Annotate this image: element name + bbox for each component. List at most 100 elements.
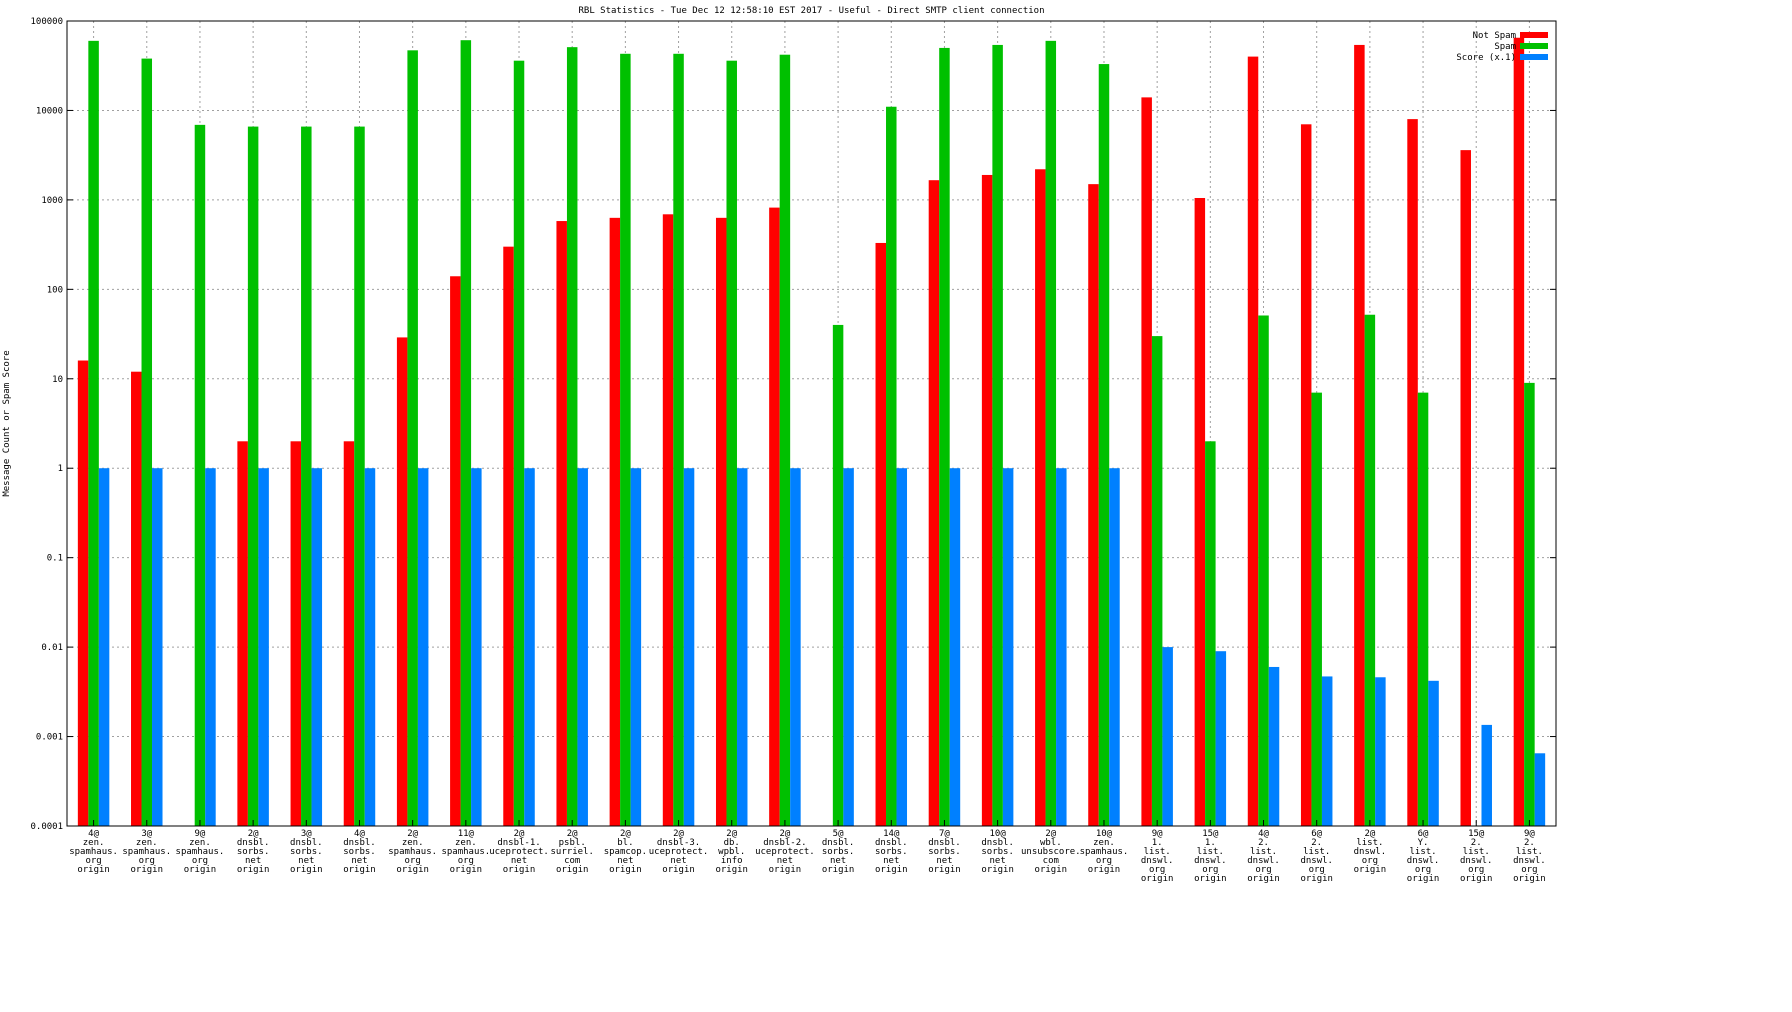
x-tick-label: 2@ zen. spamhaus. org origin	[388, 829, 437, 875]
bar-score-x-1-	[1321, 676, 1333, 826]
y-tick-label: 1000	[41, 196, 63, 206]
bar-spam	[566, 47, 578, 826]
bar-spam	[726, 60, 737, 826]
bar-score-x-1-	[471, 468, 482, 826]
bar-not-spam	[131, 371, 142, 826]
bar-spam	[1151, 336, 1163, 826]
bar-not-spam	[928, 180, 940, 827]
legend-label: Spam	[1494, 42, 1516, 52]
bar-not-spam	[1247, 56, 1259, 827]
bar-spam	[1045, 40, 1057, 826]
bar-spam	[88, 40, 99, 826]
y-axis-label: Message Count or Spam Score	[2, 350, 12, 496]
x-tick-label: 4@ zen. spamhaus. org origin	[69, 829, 118, 875]
bar-spam	[141, 58, 153, 827]
bar-not-spam	[343, 441, 355, 826]
bar-not-spam	[875, 242, 887, 826]
bar-score-x-1-	[205, 468, 216, 826]
y-tick-label: 0.001	[36, 733, 63, 743]
bar-score-x-1-	[949, 468, 961, 826]
bar-spam	[886, 106, 897, 827]
x-tick-label: 9@ zen. spamhaus. org origin	[176, 829, 225, 875]
y-tick-label: 0.1	[47, 554, 63, 564]
bar-not-spam	[1354, 44, 1365, 826]
bar-spam	[1098, 64, 1110, 826]
x-tick-label: 11@ zen. spamhaus. org origin	[441, 829, 490, 875]
bar-score-x-1-	[1534, 753, 1546, 826]
x-tick-label: 2@ dnsbl-1. uceprotect. net origin	[489, 829, 549, 875]
legend-label: Score (x.1)	[1456, 53, 1516, 63]
bar-score-x-1-	[683, 468, 695, 826]
bar-not-spam	[715, 217, 727, 826]
bar-score-x-1-	[1428, 680, 1439, 826]
bar-spam	[992, 44, 1003, 826]
x-tick-label: 2@ bl. spamcop. net origin	[604, 829, 647, 875]
bar-spam	[460, 40, 472, 827]
x-tick-label: 4@ 2. list. dnswl. org origin	[1247, 829, 1280, 884]
bar-score-x-1-	[364, 468, 376, 826]
legend-swatch	[1520, 54, 1548, 60]
x-tick-label: 15@ 2. list. dnswl. org origin	[1460, 829, 1493, 884]
grid-layer	[67, 21, 1556, 826]
bar-score-x-1-	[790, 468, 801, 826]
bar-spam	[1364, 314, 1376, 826]
y-tick-label: 10000	[36, 106, 63, 116]
bar-score-x-1-	[524, 468, 535, 826]
bar-spam	[301, 126, 312, 827]
bar-spam	[673, 53, 684, 827]
bar-not-spam	[556, 221, 567, 826]
y-tick-label: 100	[47, 285, 63, 295]
bar-not-spam	[503, 246, 514, 827]
x-tick-label: 3@ zen. spamhaus. org origin	[122, 829, 171, 875]
bar-score-x-1-	[98, 468, 110, 826]
bar-spam	[1205, 441, 1216, 826]
bar-not-spam	[1035, 169, 1046, 826]
bar-score-x-1-	[843, 468, 854, 826]
y-tick-label: 100000	[30, 17, 63, 27]
bar-not-spam	[77, 360, 89, 826]
bar-not-spam	[1407, 119, 1418, 827]
bar-not-spam	[396, 337, 408, 826]
bar-score-x-1-	[152, 468, 163, 826]
y-tick-label: 0.0001	[30, 822, 63, 832]
x-tick-label: 7@ dnsbl. sorbs. net origin	[928, 829, 961, 875]
bar-score-x-1-	[1109, 468, 1120, 826]
bar-not-spam	[1300, 124, 1312, 826]
bar-spam	[620, 53, 631, 827]
x-tick-label: 2@ dnsbl-2. uceprotect. net origin	[755, 829, 815, 875]
x-tick-label: 9@ 1. list. dnswl. org origin	[1141, 829, 1174, 884]
x-tick-label: 2@ list. dnswl. org origin	[1354, 829, 1387, 875]
x-tick-label: 2@ dnsbl-3. uceprotect. net origin	[649, 829, 709, 875]
chart-title: RBL Statistics - Tue Dec 12 12:58:10 EST…	[579, 6, 1045, 16]
x-tick-label: 10@ zen. spamhaus. org origin	[1080, 829, 1129, 875]
bar-score-x-1-	[577, 468, 588, 826]
bar-spam	[832, 324, 844, 826]
bar-spam	[779, 54, 791, 827]
x-tick-label: 9@ 2. list. dnswl. org origin	[1513, 829, 1546, 884]
x-tick-label: 2@ dnsbl. sorbs. net origin	[237, 829, 270, 875]
bar-score-x-1-	[736, 468, 748, 826]
x-tick-label: 2@ wbl. unsubscore. com origin	[1021, 829, 1081, 875]
bar-not-spam	[981, 174, 993, 826]
bar-spam	[513, 60, 525, 826]
y-tick-label: 1	[58, 464, 63, 474]
legend-swatch	[1520, 43, 1548, 49]
bar-spam	[354, 126, 365, 827]
bar-score-x-1-	[1056, 468, 1067, 826]
bar-spam	[407, 50, 418, 826]
bar-not-spam	[609, 217, 621, 826]
bar-score-x-1-	[417, 468, 429, 826]
bar-score-x-1-	[311, 468, 323, 826]
y-tick-label: 0.01	[41, 643, 63, 653]
bar-not-spam	[662, 214, 674, 826]
legend-swatch	[1520, 32, 1548, 38]
bar-not-spam	[1141, 97, 1152, 827]
bar-not-spam	[237, 441, 248, 826]
bar-spam	[194, 124, 206, 826]
bar-not-spam	[769, 207, 780, 826]
x-tick-label: 6@ 2. list. dnswl. org origin	[1300, 829, 1333, 884]
